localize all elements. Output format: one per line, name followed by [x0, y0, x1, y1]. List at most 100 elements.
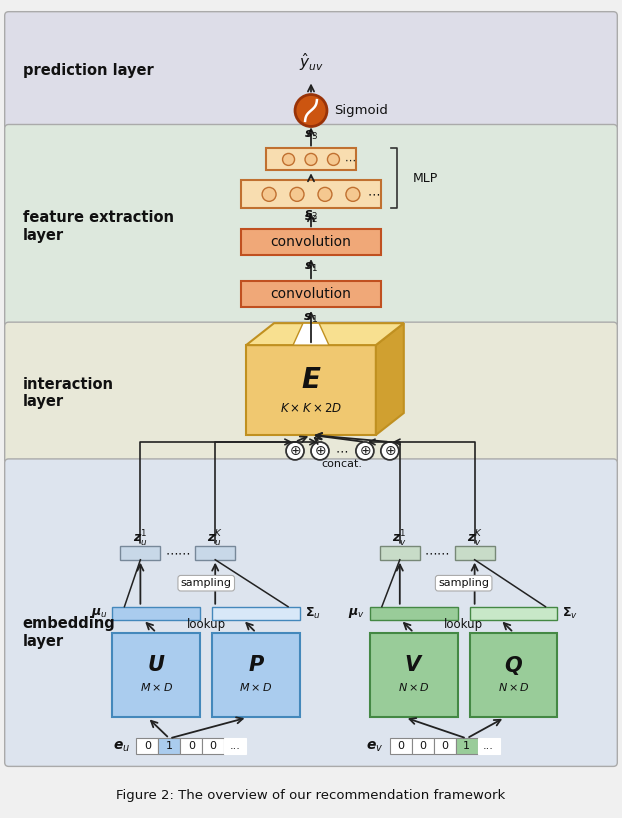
Text: $M\times D$: $M\times D$	[239, 681, 273, 693]
Bar	[412, 739, 434, 754]
Bar	[241, 181, 381, 209]
Text: $\boldsymbol{U}$: $\boldsymbol{U}$	[147, 655, 165, 675]
Bar	[470, 607, 557, 620]
Text: feature extraction
layer: feature extraction layer	[22, 210, 174, 242]
Circle shape	[286, 442, 304, 460]
Bar	[241, 281, 381, 308]
Bar	[195, 546, 235, 560]
Text: 1: 1	[463, 741, 470, 752]
Circle shape	[305, 154, 317, 165]
FancyBboxPatch shape	[5, 459, 617, 766]
Circle shape	[318, 187, 332, 201]
Bar	[456, 739, 478, 754]
FancyBboxPatch shape	[5, 322, 617, 464]
Text: $\boldsymbol{z}_u^K$: $\boldsymbol{z}_u^K$	[207, 528, 223, 549]
Text: 0: 0	[188, 741, 195, 752]
Text: $\cdots\cdots$: $\cdots\cdots$	[165, 546, 190, 560]
Text: convolution: convolution	[271, 287, 351, 301]
Polygon shape	[246, 323, 404, 345]
Text: 0: 0	[144, 741, 151, 752]
Text: MLP: MLP	[413, 172, 438, 185]
Text: Sigmoid: Sigmoid	[334, 104, 388, 117]
Bar	[121, 546, 160, 560]
Text: 1: 1	[166, 741, 173, 752]
Text: $K\times K\times 2D$: $K\times K\times 2D$	[280, 402, 342, 415]
Text: $\boldsymbol{s}_1$: $\boldsymbol{s}_1$	[304, 312, 318, 326]
Circle shape	[311, 442, 329, 460]
Circle shape	[290, 187, 304, 201]
Bar	[370, 607, 458, 620]
Text: $\cdots$: $\cdots$	[344, 155, 356, 164]
Bar	[212, 607, 300, 620]
Text: $\boldsymbol{s}_1$: $\boldsymbol{s}_1$	[304, 261, 318, 274]
Bar	[246, 345, 376, 435]
Bar	[136, 739, 159, 754]
Bar	[224, 739, 246, 754]
Text: $\hat{y}_{uv}$: $\hat{y}_{uv}$	[299, 51, 323, 73]
Text: sampling: sampling	[181, 578, 232, 588]
Text: $N\times D$: $N\times D$	[397, 681, 430, 693]
Text: lookup: lookup	[187, 618, 226, 631]
Text: $\boldsymbol{s}_2$: $\boldsymbol{s}_2$	[304, 213, 318, 226]
Text: $\oplus$: $\oplus$	[289, 444, 301, 458]
Text: $\cdots$: $\cdots$	[335, 444, 348, 457]
Text: $\boldsymbol{e}_u$: $\boldsymbol{e}_u$	[113, 739, 131, 753]
Bar	[434, 739, 456, 754]
Text: $\boldsymbol{\Sigma}_v$: $\boldsymbol{\Sigma}_v$	[562, 605, 578, 621]
Bar	[470, 632, 557, 717]
Text: $\boldsymbol{z}_v^1$: $\boldsymbol{z}_v^1$	[392, 528, 407, 549]
Circle shape	[282, 154, 295, 165]
Text: $\boldsymbol{z}_u^1$: $\boldsymbol{z}_u^1$	[133, 528, 147, 549]
Circle shape	[327, 154, 340, 165]
Bar	[202, 739, 224, 754]
Text: $\boldsymbol{\Sigma}_u$: $\boldsymbol{\Sigma}_u$	[305, 605, 321, 621]
Text: ...: ...	[230, 741, 241, 752]
Text: $\boldsymbol{Q}$: $\boldsymbol{Q}$	[504, 654, 523, 676]
Text: 0: 0	[419, 741, 426, 752]
Text: $M\times D$: $M\times D$	[140, 681, 173, 693]
Text: convolution: convolution	[271, 236, 351, 249]
Circle shape	[295, 95, 327, 127]
FancyBboxPatch shape	[5, 124, 617, 327]
Text: ...: ...	[483, 741, 494, 752]
Circle shape	[381, 442, 399, 460]
Bar	[478, 739, 499, 754]
Text: sampling: sampling	[181, 578, 232, 588]
Circle shape	[346, 187, 360, 201]
Text: embedding
layer: embedding layer	[22, 617, 116, 649]
Text: $\boldsymbol{s}_2$: $\boldsymbol{s}_2$	[304, 209, 318, 222]
Text: 0: 0	[441, 741, 448, 752]
Text: $\oplus$: $\oplus$	[359, 444, 371, 458]
Bar	[113, 632, 200, 717]
Text: interaction
layer: interaction layer	[22, 377, 114, 409]
Text: $\boldsymbol{z}_v^K$: $\boldsymbol{z}_v^K$	[466, 528, 483, 549]
Bar	[390, 739, 412, 754]
Bar	[455, 546, 494, 560]
Text: $\boldsymbol{E}$: $\boldsymbol{E}$	[300, 366, 322, 394]
Text: $\cdots$: $\cdots$	[368, 188, 381, 201]
Bar	[380, 546, 420, 560]
Text: $\boldsymbol{e}_v$: $\boldsymbol{e}_v$	[366, 739, 384, 753]
Text: $\boldsymbol{V}$: $\boldsymbol{V}$	[404, 655, 424, 675]
Bar	[180, 739, 202, 754]
Text: $\boldsymbol{s}_3$: $\boldsymbol{s}_3$	[304, 129, 318, 142]
Polygon shape	[293, 323, 329, 345]
Bar	[370, 632, 458, 717]
Polygon shape	[376, 323, 404, 435]
Text: sampling: sampling	[438, 578, 489, 588]
Bar	[266, 148, 356, 170]
Bar	[212, 632, 300, 717]
Text: 0: 0	[210, 741, 216, 752]
Text: $N\times D$: $N\times D$	[498, 681, 529, 693]
Text: $\oplus$: $\oplus$	[384, 444, 396, 458]
FancyBboxPatch shape	[5, 11, 617, 129]
Text: $\cdots\cdots$: $\cdots\cdots$	[424, 546, 450, 560]
Bar	[159, 739, 180, 754]
Bar	[241, 229, 381, 255]
Text: lookup: lookup	[444, 618, 483, 631]
Text: $\boldsymbol{P}$: $\boldsymbol{P}$	[248, 655, 264, 675]
Text: $\oplus$: $\oplus$	[313, 444, 326, 458]
Text: $\boldsymbol{\mu}_v$: $\boldsymbol{\mu}_v$	[348, 606, 365, 620]
Text: Figure 2: The overview of our recommendation framework: Figure 2: The overview of our recommenda…	[116, 789, 506, 802]
Circle shape	[356, 442, 374, 460]
